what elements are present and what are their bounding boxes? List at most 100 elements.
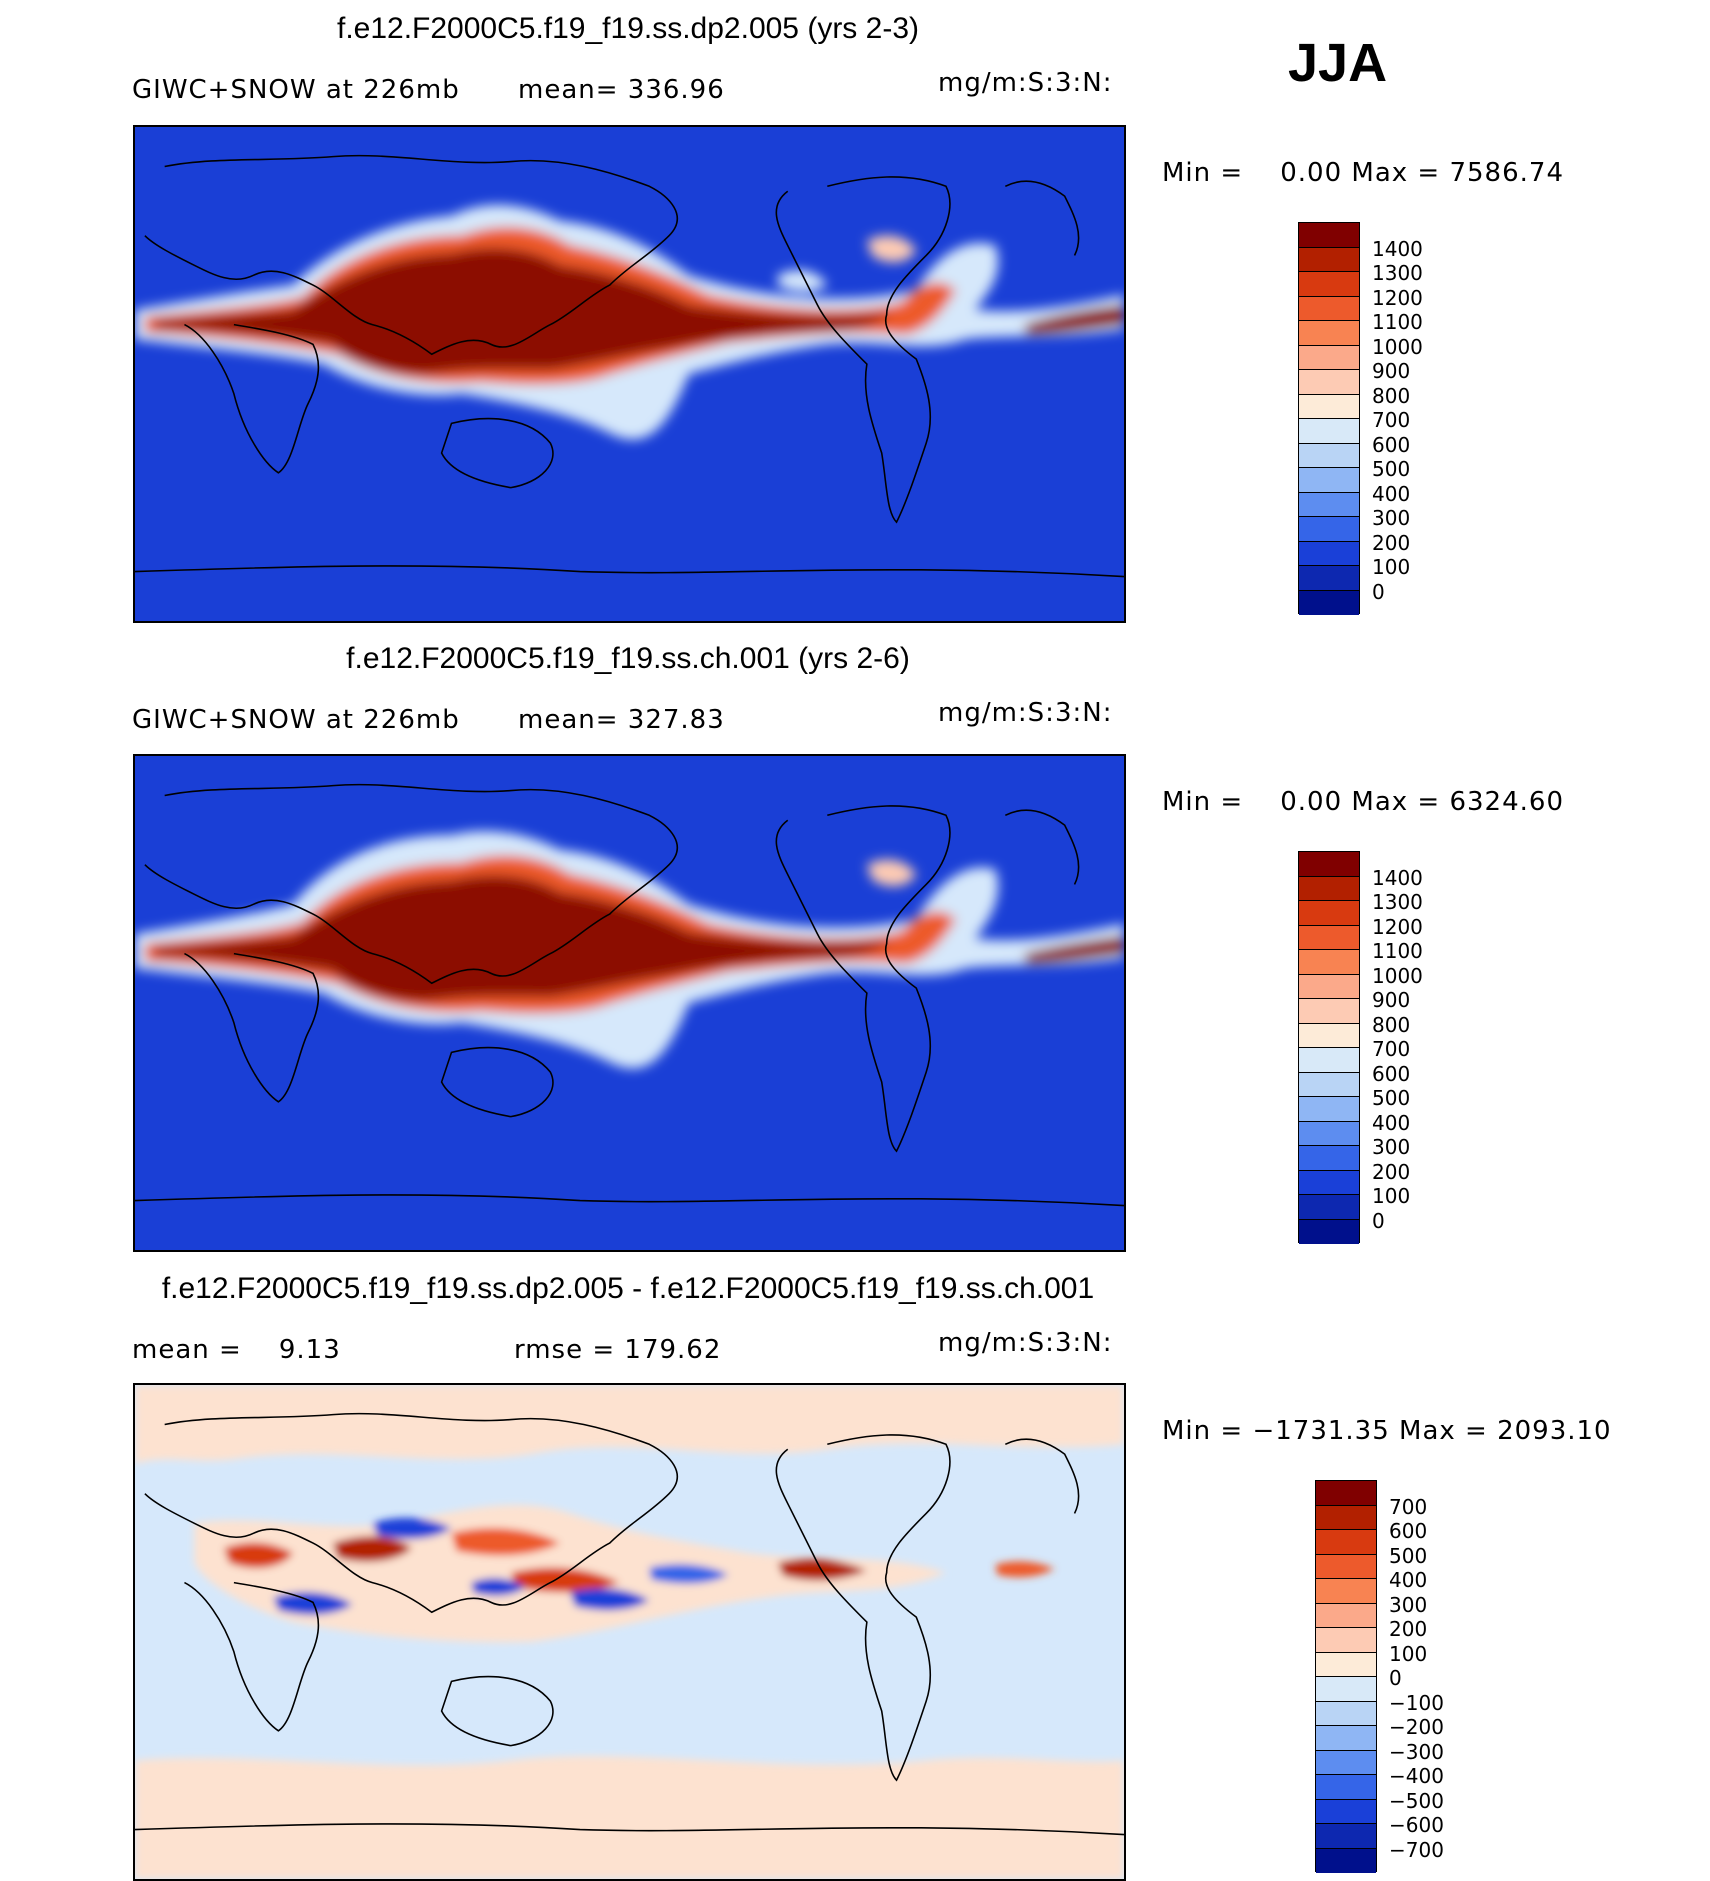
colorbar-label: 500 bbox=[1372, 1086, 1411, 1110]
colorbar-segment bbox=[1316, 1848, 1376, 1873]
colorbar-label: 300 bbox=[1372, 506, 1411, 530]
colorbar-label: 400 bbox=[1372, 1110, 1411, 1135]
colorbar-label: 1300 bbox=[1372, 890, 1423, 914]
panel-1-colorbar-box bbox=[1298, 222, 1360, 615]
panel-1-variable-label: GIWC+SNOW at 226mb bbox=[132, 75, 460, 105]
colorbar-label: 200 bbox=[1372, 1159, 1411, 1184]
colorbar-segment bbox=[1316, 1750, 1376, 1775]
colorbar-segment bbox=[1299, 1146, 1359, 1171]
colorbar-label: 1000 bbox=[1372, 334, 1423, 359]
colorbar-label: −700 bbox=[1389, 1837, 1444, 1862]
colorbar-segment bbox=[1316, 1554, 1376, 1579]
panel-2-map bbox=[133, 754, 1126, 1252]
colorbar-segment bbox=[1316, 1530, 1376, 1555]
colorbar-label: −200 bbox=[1389, 1715, 1444, 1739]
colorbar-label: 100 bbox=[1372, 555, 1411, 579]
panel-1-title: f.e12.F2000C5.f19_f19.ss.dp2.005 (yrs 2-… bbox=[336, 12, 919, 45]
colorbar-segment bbox=[1316, 1824, 1376, 1849]
panel-2-colorbar-box bbox=[1298, 851, 1360, 1244]
colorbar-segment bbox=[1299, 852, 1359, 877]
colorbar-label: 500 bbox=[1372, 457, 1411, 481]
colorbar-segment bbox=[1299, 999, 1359, 1024]
colorbar-label: 1200 bbox=[1372, 285, 1423, 310]
colorbar-segment bbox=[1299, 296, 1359, 321]
colorbar-label: 700 bbox=[1372, 408, 1411, 432]
colorbar-segment bbox=[1299, 1097, 1359, 1122]
panel-3-minmax: Min = −1731.35 Max = 2093.10 bbox=[1162, 1416, 1612, 1446]
panel-1-minmax: Min = 0.00 Max = 7586.74 bbox=[1162, 158, 1564, 188]
colorbar-segment bbox=[1299, 419, 1359, 444]
colorbar-label: 900 bbox=[1372, 359, 1411, 383]
colorbar-label: 1100 bbox=[1372, 939, 1423, 963]
colorbar-label: 300 bbox=[1372, 1135, 1411, 1159]
colorbar-label: 900 bbox=[1372, 988, 1411, 1012]
colorbar-label: 800 bbox=[1372, 1012, 1411, 1037]
colorbar-label: 400 bbox=[1389, 1568, 1428, 1592]
colorbar-label: 600 bbox=[1372, 432, 1411, 457]
colorbar-label: 1400 bbox=[1372, 236, 1423, 261]
colorbar-label: −300 bbox=[1389, 1739, 1444, 1764]
colorbar-label: 100 bbox=[1372, 1184, 1411, 1208]
colorbar-segment bbox=[1316, 1628, 1376, 1653]
colorbar-segment bbox=[1316, 1726, 1376, 1751]
colorbar-label: 300 bbox=[1389, 1592, 1428, 1617]
colorbar-segment bbox=[1316, 1677, 1376, 1702]
panel-3-mean-label: mean = 9.13 bbox=[132, 1335, 341, 1365]
colorbar-segment bbox=[1299, 272, 1359, 297]
colorbar-segment bbox=[1299, 321, 1359, 346]
season-label: JJA bbox=[1288, 33, 1388, 93]
colorbar-segment bbox=[1299, 394, 1359, 419]
panel-2-mean-label: mean= 327.83 bbox=[518, 705, 725, 735]
colorbar-segment bbox=[1299, 1023, 1359, 1048]
panel-2-minmax: Min = 0.00 Max = 6324.60 bbox=[1162, 787, 1564, 817]
colorbar-segment bbox=[1299, 1048, 1359, 1073]
panel-1-units-label: mg/m:S:3:N: bbox=[938, 68, 1113, 98]
colorbar-label: 700 bbox=[1389, 1494, 1428, 1519]
colorbar-segment bbox=[1316, 1652, 1376, 1677]
colorbar-segment bbox=[1299, 974, 1359, 999]
panel-1-colorbar: 1400 1300 1200 1100 1000 900 800 700 600 500 400 30… bbox=[1298, 222, 1423, 615]
colorbar-segment bbox=[1299, 925, 1359, 950]
colorbar-label: 800 bbox=[1372, 383, 1411, 408]
panel-2-colorbar: 1400 1300 1200 1100 1000 900 800 700 600 500 400 30… bbox=[1298, 851, 1423, 1244]
colorbar-label: 1300 bbox=[1372, 261, 1423, 285]
colorbar-label: 0 bbox=[1372, 1208, 1385, 1233]
colorbar-segment bbox=[1299, 443, 1359, 468]
panel-3-rmse-label: rmse = 179.62 bbox=[514, 1335, 722, 1365]
colorbar-segment bbox=[1299, 1170, 1359, 1195]
colorbar-segment bbox=[1299, 876, 1359, 901]
colorbar-segment bbox=[1316, 1481, 1376, 1506]
colorbar-label: 100 bbox=[1389, 1641, 1428, 1666]
colorbar-segment bbox=[1299, 517, 1359, 542]
panel-1-mean-label: mean= 336.96 bbox=[518, 75, 725, 105]
colorbar-label: 700 bbox=[1372, 1037, 1411, 1061]
colorbar-segment bbox=[1299, 1219, 1359, 1244]
colorbar-label: 200 bbox=[1372, 530, 1411, 555]
colorbar-label: −600 bbox=[1389, 1813, 1444, 1837]
panel-3-map-graphic bbox=[135, 1385, 1124, 1879]
colorbar-segment bbox=[1299, 541, 1359, 566]
colorbar-segment bbox=[1299, 901, 1359, 926]
colorbar-label: 200 bbox=[1389, 1617, 1428, 1641]
panel-3-map bbox=[133, 1383, 1126, 1881]
colorbar-segment bbox=[1316, 1579, 1376, 1604]
colorbar-label: 400 bbox=[1372, 481, 1411, 506]
colorbar-segment bbox=[1316, 1603, 1376, 1628]
colorbar-segment bbox=[1299, 370, 1359, 395]
colorbar-segment bbox=[1299, 1121, 1359, 1146]
colorbar-label: 1100 bbox=[1372, 310, 1423, 334]
colorbar-segment bbox=[1316, 1775, 1376, 1800]
panel-3-colorbar-box bbox=[1315, 1480, 1377, 1873]
colorbar-label: 0 bbox=[1389, 1666, 1402, 1690]
colorbar-segment bbox=[1299, 566, 1359, 591]
colorbar-label: 500 bbox=[1389, 1543, 1428, 1568]
colorbar-label: −100 bbox=[1389, 1690, 1444, 1715]
panel-1-map-graphic bbox=[135, 127, 1124, 621]
colorbar-segment bbox=[1299, 590, 1359, 615]
colorbar-label: 1200 bbox=[1372, 914, 1423, 939]
panel-3-units-label: mg/m:S:3:N: bbox=[938, 1328, 1113, 1358]
colorbar-segment bbox=[1299, 492, 1359, 517]
colorbar-segment bbox=[1316, 1505, 1376, 1530]
colorbar-label: 600 bbox=[1389, 1519, 1428, 1543]
colorbar-label: 1400 bbox=[1372, 865, 1423, 890]
